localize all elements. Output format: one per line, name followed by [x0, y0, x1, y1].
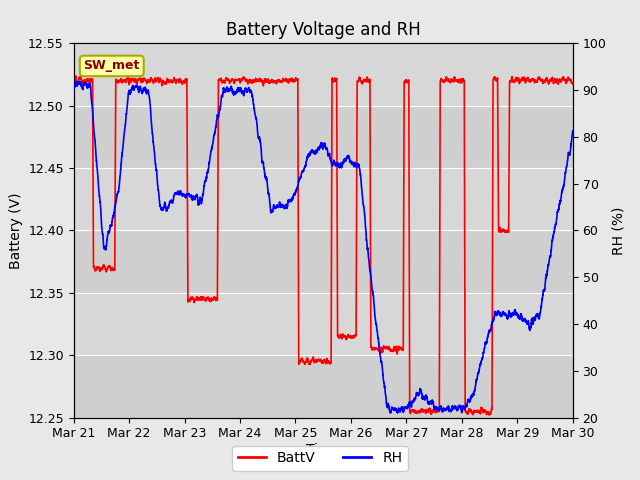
Y-axis label: Battery (V): Battery (V): [8, 192, 22, 269]
Y-axis label: RH (%): RH (%): [612, 206, 626, 254]
Legend: BattV, RH: BattV, RH: [232, 445, 408, 471]
Title: Battery Voltage and RH: Battery Voltage and RH: [226, 21, 420, 39]
Bar: [74, 168, 573, 230]
Bar: [74, 293, 573, 355]
Bar: [74, 355, 573, 418]
X-axis label: Time: Time: [306, 443, 340, 457]
Bar: [74, 43, 573, 106]
Bar: [74, 106, 573, 168]
Bar: [74, 230, 573, 293]
Text: SW_met: SW_met: [84, 60, 140, 72]
